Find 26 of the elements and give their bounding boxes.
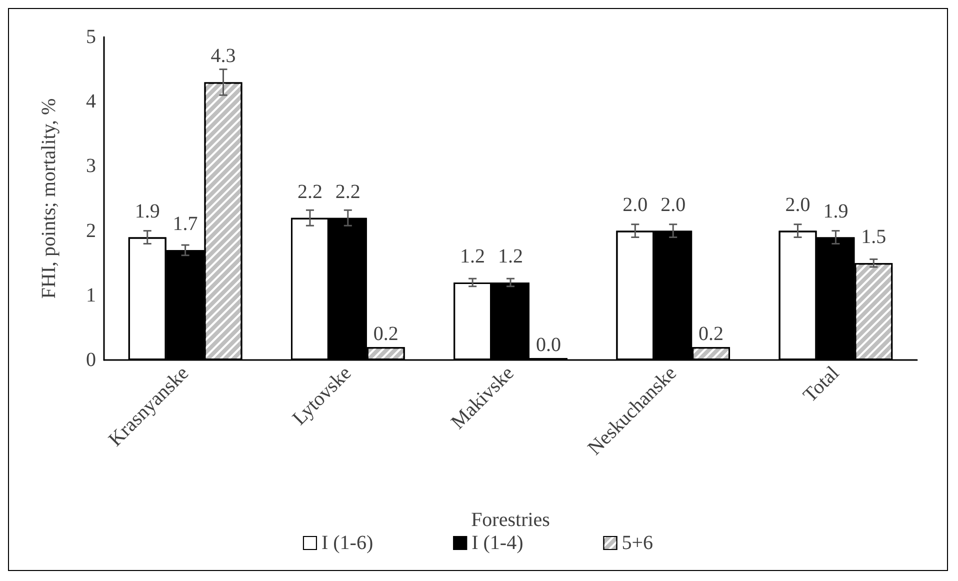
data-label: 1.5 [861,226,886,248]
data-label: 1.7 [172,213,198,236]
y-tick-label: 0 [86,349,96,371]
y-tick-label: 4 [86,90,96,113]
data-label: 0.2 [698,323,724,346]
data-label: 4.3 [210,45,236,68]
data-label: 1.9 [134,200,160,222]
y-tick-label: 2 [86,220,96,242]
y-tick-label: 5 [86,26,96,48]
data-label: 0.0 [536,334,561,356]
y-tick-label: 1 [86,284,96,306]
x-axis-title: Forestries [471,509,550,531]
data-label: 2.0 [622,194,648,216]
legend-label: I (1-6) [321,532,374,554]
legend-label: 5+6 [622,532,654,554]
data-label: 1.9 [823,200,848,222]
y-axis-title: FHI, points; mortality, % [38,98,60,299]
y-tick-label: 3 [86,155,96,178]
legend-label: I (1-4) [472,532,524,554]
data-label: 2.0 [785,194,810,216]
data-label: 2.2 [335,180,360,203]
data-label: 1.2 [498,245,523,268]
data-label: 2.0 [660,194,686,216]
data-label: 0.2 [373,323,398,346]
data-label: 2.2 [297,180,322,203]
data-label: 1.2 [460,245,486,268]
